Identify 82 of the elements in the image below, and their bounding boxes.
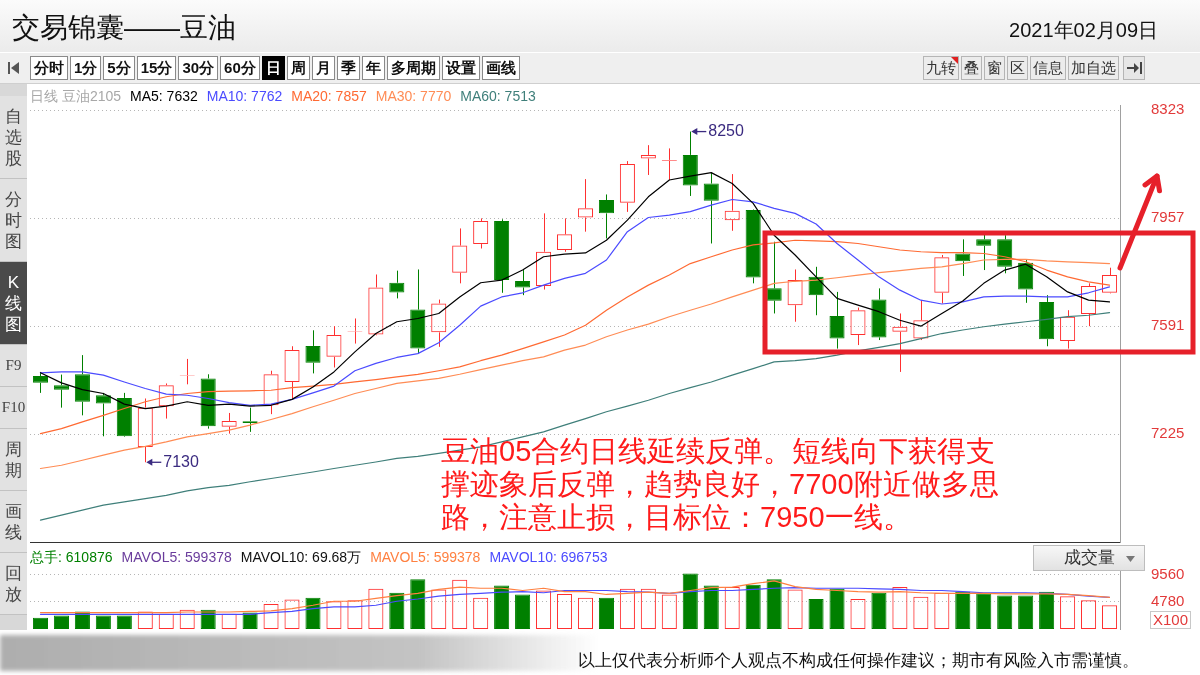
candlestick	[871, 287, 887, 341]
side-tab: 分时图	[0, 179, 27, 262]
y-tick-label: 7225	[1151, 424, 1185, 442]
bar	[1039, 591, 1055, 629]
annotation: 8250	[708, 121, 744, 139]
toolbar-button: 区	[1007, 56, 1028, 80]
legend-title: 日线 豆油2105	[30, 88, 122, 104]
side-tab: F10	[0, 387, 27, 429]
toolbar-button: 多周期	[386, 56, 440, 80]
toolbar-button: 设置	[441, 56, 480, 80]
toolbar-button: 加自选	[1068, 56, 1119, 80]
side-tab: 回放	[0, 553, 27, 615]
bar	[829, 588, 845, 629]
text: MA30: 7770	[375, 88, 452, 104]
text: 总手: 610876	[30, 549, 113, 565]
text: MA20: 7857	[291, 88, 367, 104]
chart-title: 交易锦囊——豆油	[12, 11, 236, 45]
candlestick	[389, 270, 405, 299]
candlestick	[53, 374, 69, 409]
dropdown-field: 成交量	[1033, 545, 1145, 571]
candlestick	[829, 291, 845, 350]
toolbar-button: 15分	[136, 56, 177, 80]
y-axis-title: X100	[1150, 611, 1192, 629]
annotation: 7130	[163, 452, 199, 470]
bar	[305, 597, 321, 629]
toolbar-button: 周	[286, 56, 310, 80]
bar	[976, 593, 992, 629]
bar	[682, 573, 698, 629]
bar	[494, 585, 510, 629]
candlestick	[200, 373, 216, 430]
bar	[955, 591, 971, 629]
bar	[703, 585, 719, 629]
toolbar-button: 60分	[220, 56, 260, 80]
y-tick-label: 7591	[1151, 316, 1185, 334]
toolbar-button: 年	[361, 56, 385, 80]
side-tab: 画线	[0, 491, 27, 553]
candlestick	[494, 218, 510, 294]
bar	[1018, 595, 1034, 629]
candlestick	[95, 392, 111, 437]
candlestick	[74, 354, 90, 416]
y-tick-label: 4780	[1151, 592, 1185, 610]
toolbar-button: 画线	[481, 56, 520, 80]
toolbar-button: 季	[336, 56, 360, 80]
toolbar-button: 日	[261, 56, 285, 80]
side-tab: 周期	[0, 429, 27, 491]
toolbar-button: 30分	[178, 56, 219, 80]
text: 以上仅代表分析师个人观点不构成任何操作建议；期市有风险入市需谨慎。	[578, 650, 1139, 672]
series-label: MAVOL5: 599378	[370, 549, 481, 565]
bar	[598, 597, 614, 629]
text: MA60: 7513	[460, 88, 536, 104]
toolbar-button: 月	[311, 56, 335, 80]
candlestick	[116, 392, 132, 437]
text: MAVOL10: 69.68万	[240, 549, 362, 565]
toolbar-button: 九转	[923, 56, 959, 80]
toolbar-button: 1分	[70, 56, 102, 80]
toolbar-button: 分时	[30, 56, 68, 80]
y-tick-label: 9560	[1151, 565, 1185, 583]
bar	[997, 595, 1013, 629]
bar	[808, 599, 824, 629]
text: MA10: 7762	[206, 88, 283, 104]
text: MAVOL5: 599378	[121, 549, 232, 565]
toolbar-button: 叠	[961, 56, 982, 80]
bar	[766, 579, 782, 629]
y-tick-label: 7957	[1151, 208, 1185, 226]
side-tab: K线图	[0, 262, 27, 345]
bar	[389, 592, 405, 629]
bar	[515, 594, 531, 629]
candlestick	[682, 131, 698, 197]
toolbar-button: 窗	[984, 56, 1005, 80]
chart-subtitle: 2021年02月09日	[1009, 18, 1158, 43]
toolbar-button: 信息	[1030, 56, 1066, 80]
toolbar-button: 5分	[103, 56, 135, 80]
text: MA5: 7632	[130, 88, 198, 104]
bar	[410, 579, 426, 629]
side-tab: 自选股	[0, 96, 27, 179]
bar	[745, 584, 761, 629]
y-tick-label: 8323	[1151, 100, 1185, 118]
candlestick	[410, 268, 426, 355]
candlestick	[745, 210, 761, 284]
bar	[871, 592, 887, 629]
side-tab: F9	[0, 345, 27, 387]
series-label: MAVOL10: 696753	[489, 549, 608, 565]
